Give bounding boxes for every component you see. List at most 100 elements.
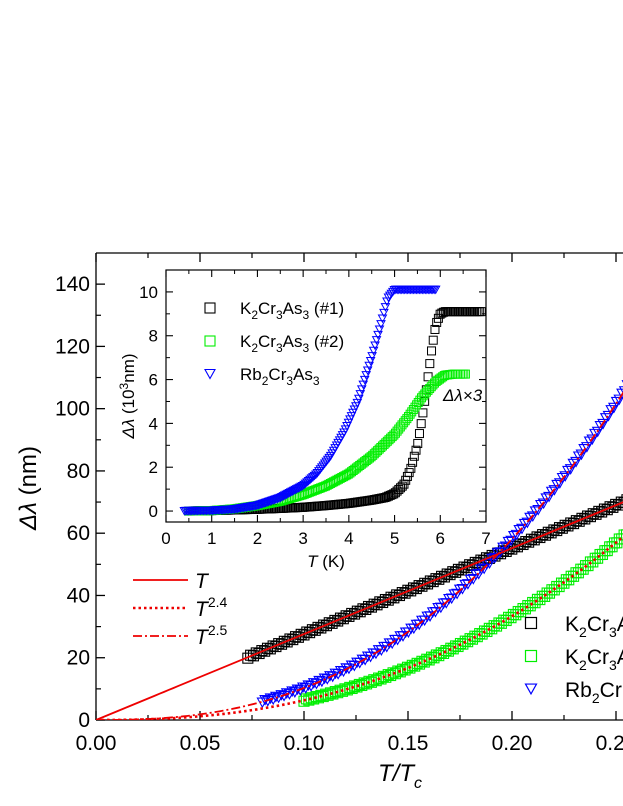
main-data-point bbox=[318, 619, 330, 631]
inset-x-tick-label: 1 bbox=[207, 529, 216, 548]
main-y-tick-label: 80 bbox=[67, 460, 90, 483]
main-data-point bbox=[379, 593, 391, 606]
inset-data-point bbox=[382, 492, 392, 502]
inset-data-point bbox=[337, 473, 347, 483]
inset-y-tick-label: 0 bbox=[149, 502, 158, 521]
main-data-point bbox=[312, 621, 324, 633]
main-data-point bbox=[537, 529, 549, 541]
fit-line-0 bbox=[96, 501, 623, 720]
main-data-point bbox=[273, 638, 285, 650]
main-data-point bbox=[318, 673, 331, 685]
inset-data-point bbox=[416, 419, 426, 429]
main-data-point bbox=[520, 535, 532, 548]
main-data-point bbox=[264, 693, 277, 705]
main-data-point bbox=[385, 591, 397, 603]
series-legend-label: Rb2Cr bbox=[565, 679, 622, 706]
inset-data-point bbox=[390, 488, 400, 498]
fit-line-1 bbox=[96, 535, 623, 720]
main-data-point bbox=[464, 574, 477, 586]
main-y-tick-label: 100 bbox=[55, 398, 90, 421]
main-data-point bbox=[594, 421, 607, 432]
main-y-axis-label: Δλ (nm) bbox=[15, 446, 42, 531]
main-y-tick-label: 20 bbox=[67, 647, 90, 670]
main-data-point bbox=[280, 688, 293, 699]
fit-legend: TT2.4T2.5 bbox=[133, 570, 228, 649]
series-legend-marker bbox=[524, 649, 538, 663]
inset-plot: 0 1 2 3 4 5 6 7 0 2 4 6 8 10 Δλ (103nm) T (K) Δλ×3 K2… bbox=[117, 269, 491, 571]
main-data-point bbox=[591, 426, 604, 438]
inset-data-point bbox=[413, 438, 423, 448]
inset-data-series bbox=[179, 285, 486, 516]
main-data-point bbox=[610, 498, 622, 510]
inset-data-point bbox=[437, 308, 447, 318]
inset-x-tick-label: 7 bbox=[481, 529, 490, 548]
main-data-point bbox=[402, 584, 414, 596]
main-plot-frame bbox=[95, 252, 623, 721]
main-data-point bbox=[621, 494, 623, 506]
main-data-point bbox=[297, 682, 309, 694]
inset-data-point bbox=[428, 335, 438, 345]
inset-y-tick-label: 2 bbox=[149, 458, 158, 477]
inset-data-point bbox=[411, 445, 421, 455]
inset-data-point bbox=[476, 307, 486, 317]
main-data-point bbox=[346, 607, 358, 620]
main-data-point bbox=[436, 570, 448, 582]
inset-legend-label: Rb2Cr3As3 bbox=[240, 365, 320, 388]
main-data-point bbox=[540, 493, 553, 505]
inset-data-point bbox=[387, 432, 397, 442]
main-data-point bbox=[513, 525, 526, 536]
main-data-point bbox=[250, 647, 262, 659]
main-data-point bbox=[575, 449, 588, 461]
inset-data-point bbox=[384, 435, 394, 445]
inset-data-point bbox=[397, 481, 407, 491]
main-data-point bbox=[486, 553, 499, 565]
main-data-point bbox=[559, 519, 571, 531]
inset-x-axis-label: T (K) bbox=[307, 552, 345, 571]
main-data-point bbox=[620, 529, 623, 541]
main-data-point bbox=[396, 587, 408, 599]
main-data-point bbox=[580, 442, 593, 453]
main-data-point bbox=[564, 464, 577, 475]
main-data-point bbox=[618, 497, 623, 509]
inset-data-point bbox=[408, 457, 418, 467]
main-data-point bbox=[480, 559, 493, 570]
main-data-point bbox=[329, 614, 341, 626]
main-data-point bbox=[302, 680, 315, 692]
main-data-point bbox=[524, 512, 537, 524]
main-y-tick-label: 120 bbox=[55, 335, 90, 358]
main-data-point bbox=[567, 458, 580, 470]
main-data-point bbox=[587, 508, 599, 520]
main-data-point bbox=[589, 428, 601, 440]
main-data-point bbox=[290, 631, 302, 643]
inset-data-point bbox=[376, 320, 386, 329]
main-data-point bbox=[301, 626, 313, 638]
inset-data-point bbox=[380, 303, 391, 312]
main-data-point bbox=[507, 531, 520, 542]
main-data-point bbox=[542, 526, 554, 538]
inset-data-point bbox=[368, 450, 378, 460]
series-legend-label: K2Cr3A bbox=[565, 613, 623, 640]
inset-data-point bbox=[366, 452, 376, 462]
main-data-point bbox=[598, 503, 611, 515]
main-data-point bbox=[391, 589, 403, 601]
inset-y-tick-label: 6 bbox=[149, 371, 158, 390]
inset-legend-label: K2Cr3As3 (#1) bbox=[240, 299, 344, 322]
main-data-point bbox=[452, 563, 464, 575]
inset-data-point bbox=[383, 491, 393, 501]
main-data-point bbox=[453, 584, 466, 596]
inset-data-point bbox=[376, 443, 386, 453]
series-legend-marker bbox=[524, 616, 538, 630]
inset-data-point bbox=[377, 314, 388, 324]
main-data-point bbox=[583, 436, 596, 448]
main-data-point bbox=[607, 402, 620, 414]
main-data-point bbox=[578, 444, 591, 455]
main-data-point bbox=[261, 642, 274, 654]
main-data-point bbox=[576, 512, 588, 524]
inset-tick-labels: 0 1 2 3 4 5 6 7 0 2 4 6 8 10 bbox=[139, 283, 491, 548]
inset-data-point bbox=[460, 369, 470, 379]
inset-data-point bbox=[382, 436, 392, 446]
main-data-point bbox=[616, 388, 623, 400]
inset-data-point bbox=[374, 444, 384, 454]
main-x-tick-label: 0.25 bbox=[596, 732, 623, 755]
